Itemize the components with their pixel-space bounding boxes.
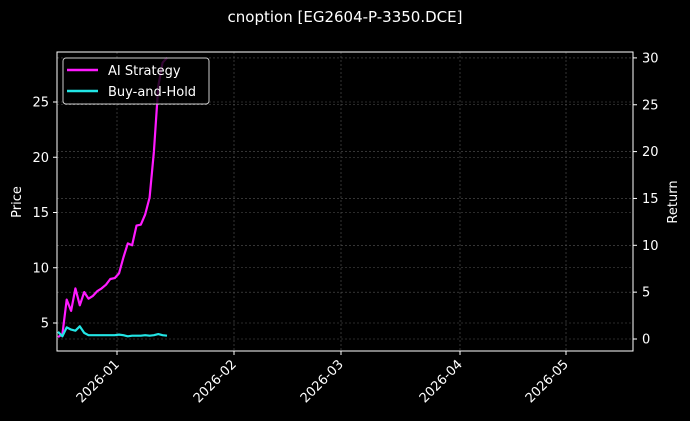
y-right-tick-label: 10 (642, 239, 659, 254)
y-right-tick-label: 15 (642, 192, 659, 207)
y-left-tick-label: 20 (32, 151, 49, 166)
right-y-axis: 0 5 10 15 20 25 30 (633, 51, 659, 348)
buy-and-hold-line (57, 325, 168, 338)
ai-strategy-line (57, 57, 168, 339)
plot-frame (56, 51, 634, 352)
x-tick-label: 2026-05 (523, 357, 572, 406)
x-tick-label: 2026-03 (298, 357, 347, 406)
x-tick-label: 2026-04 (417, 357, 466, 406)
legend-label-buy-and-hold: Buy-and-Hold (108, 85, 196, 100)
y-right-tick-label: 5 (642, 286, 650, 301)
y-axis-right-label: Return (666, 180, 681, 223)
y-right-tick-label: 0 (642, 333, 650, 348)
y-right-tick-label: 20 (642, 145, 659, 160)
x-tick-label: 2026-01 (74, 357, 123, 406)
y-right-tick-label: 25 (642, 98, 659, 113)
x-tick-label: 2026-02 (191, 357, 240, 406)
x-axis: 2026-01 2026-02 2026-03 2026-04 2026-05 (74, 351, 572, 406)
legend-label-ai-strategy: AI Strategy (108, 64, 181, 79)
y-left-tick-label: 15 (32, 206, 49, 221)
y-left-tick-label: 5 (41, 317, 49, 332)
legend: AI Strategy Buy-and-Hold (62, 57, 210, 105)
y-axis-left-label: Price (10, 186, 25, 218)
y-right-tick-label: 30 (642, 51, 659, 66)
y-left-tick-label: 25 (32, 96, 49, 111)
y-left-tick-label: 10 (32, 261, 49, 276)
left-y-axis: 5 10 15 20 25 (32, 96, 57, 332)
grid-lines (57, 52, 633, 351)
legend-box (62, 57, 210, 105)
chart-title: cnoption [EG2604-P-3350.DCE] (227, 8, 463, 26)
